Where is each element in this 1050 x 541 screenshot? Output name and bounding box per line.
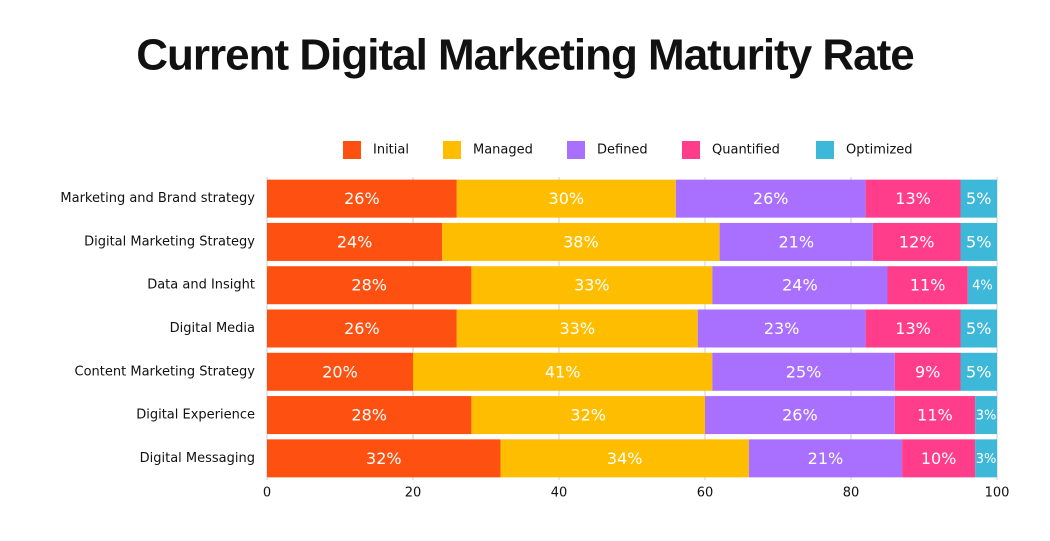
bar-segment bbox=[865, 179, 961, 218]
data-label: 30% bbox=[549, 189, 585, 208]
bar-segment bbox=[500, 439, 749, 478]
bar-segment bbox=[471, 266, 713, 305]
data-label: 24% bbox=[782, 276, 818, 295]
bar-segment bbox=[267, 266, 472, 305]
data-label: 10% bbox=[921, 449, 957, 468]
bar-segment bbox=[975, 396, 997, 435]
data-label: 32% bbox=[366, 449, 402, 468]
bar-segment bbox=[894, 352, 961, 391]
y-tick-label: Digital Media bbox=[170, 321, 255, 336]
bar-segment bbox=[471, 396, 705, 435]
data-label: 33% bbox=[559, 319, 595, 338]
bar-segment bbox=[712, 266, 888, 305]
bar-segment bbox=[960, 179, 997, 218]
data-label: 3% bbox=[976, 409, 997, 424]
bar-segment bbox=[748, 439, 903, 478]
data-label: 23% bbox=[764, 319, 800, 338]
y-tick-label: Data and Insight bbox=[147, 278, 255, 293]
legend-label: Optimized bbox=[846, 143, 913, 158]
bar-segment bbox=[675, 179, 866, 218]
data-label: 26% bbox=[753, 189, 789, 208]
bar-segment bbox=[413, 352, 713, 391]
data-label: 21% bbox=[778, 232, 814, 251]
bar-segment bbox=[456, 309, 698, 348]
data-label: 5% bbox=[966, 319, 991, 338]
y-tick-label: Marketing and Brand strategy bbox=[60, 191, 255, 206]
bar-segment bbox=[267, 439, 501, 478]
data-label: 5% bbox=[966, 189, 991, 208]
data-label: 20% bbox=[322, 362, 358, 381]
y-tick-label: Digital Experience bbox=[136, 408, 255, 423]
bar-segment bbox=[442, 222, 720, 261]
y-tick-label: Digital Messaging bbox=[140, 451, 255, 466]
bar-segment bbox=[960, 309, 997, 348]
bar-segment bbox=[705, 396, 895, 435]
data-label: 13% bbox=[895, 319, 931, 338]
data-label: 28% bbox=[351, 406, 387, 425]
legend-label: Initial bbox=[373, 143, 409, 158]
data-label: 3% bbox=[976, 452, 997, 467]
data-label: 5% bbox=[966, 232, 991, 251]
bar-segment bbox=[719, 222, 873, 261]
bar-segment bbox=[975, 439, 997, 478]
bar-segment bbox=[712, 352, 895, 391]
bar-segment bbox=[267, 396, 472, 435]
legend-swatch bbox=[443, 141, 461, 159]
bar-segment bbox=[267, 352, 413, 391]
y-tick-label: Digital Marketing Strategy bbox=[84, 234, 255, 249]
data-label: 26% bbox=[782, 406, 818, 425]
bar-segment bbox=[267, 222, 443, 261]
bar-segment bbox=[960, 352, 997, 391]
bar-segment bbox=[967, 266, 997, 305]
data-label: 12% bbox=[899, 232, 935, 251]
legend-swatch bbox=[682, 141, 700, 159]
data-label: 4% bbox=[972, 279, 993, 294]
bar-segment bbox=[887, 266, 968, 305]
bar-segment bbox=[872, 222, 961, 261]
data-label: 33% bbox=[574, 276, 610, 295]
data-label: 32% bbox=[570, 406, 606, 425]
data-label: 38% bbox=[563, 232, 599, 251]
data-label: 13% bbox=[895, 189, 931, 208]
chart-title: Current Digital Marketing Maturity Rate bbox=[136, 31, 914, 80]
legend-label: Managed bbox=[473, 143, 533, 158]
bar-segment bbox=[697, 309, 866, 348]
legend-swatch bbox=[567, 141, 585, 159]
x-tick-label: 40 bbox=[551, 486, 568, 501]
data-label: 34% bbox=[607, 449, 643, 468]
data-label: 26% bbox=[344, 319, 380, 338]
data-label: 26% bbox=[344, 189, 380, 208]
bar-segment bbox=[267, 179, 457, 218]
data-label: 11% bbox=[917, 406, 953, 425]
data-label: 41% bbox=[545, 362, 581, 381]
bar-segment bbox=[894, 396, 976, 435]
data-label: 11% bbox=[910, 276, 946, 295]
data-label: 25% bbox=[786, 362, 822, 381]
legend-swatch bbox=[343, 141, 361, 159]
x-tick-label: 80 bbox=[843, 486, 860, 501]
bar-segment bbox=[865, 309, 961, 348]
bar-segment bbox=[456, 179, 676, 218]
legend-swatch bbox=[816, 141, 834, 159]
data-label: 24% bbox=[337, 232, 373, 251]
y-tick-label: Content Marketing Strategy bbox=[75, 364, 256, 379]
x-tick-label: 100 bbox=[985, 486, 1010, 501]
data-label: 28% bbox=[351, 276, 387, 295]
bar-segment bbox=[267, 309, 457, 348]
data-label: 9% bbox=[915, 362, 940, 381]
x-tick-label: 60 bbox=[697, 486, 714, 501]
x-tick-label: 20 bbox=[405, 486, 422, 501]
legend-label: Defined bbox=[597, 143, 648, 158]
data-label: 21% bbox=[808, 449, 844, 468]
x-tick-label: 0 bbox=[263, 486, 271, 501]
bar-segment bbox=[902, 439, 976, 478]
bar-segment bbox=[960, 222, 997, 261]
data-label: 5% bbox=[966, 362, 991, 381]
legend-label: Quantified bbox=[712, 143, 780, 158]
